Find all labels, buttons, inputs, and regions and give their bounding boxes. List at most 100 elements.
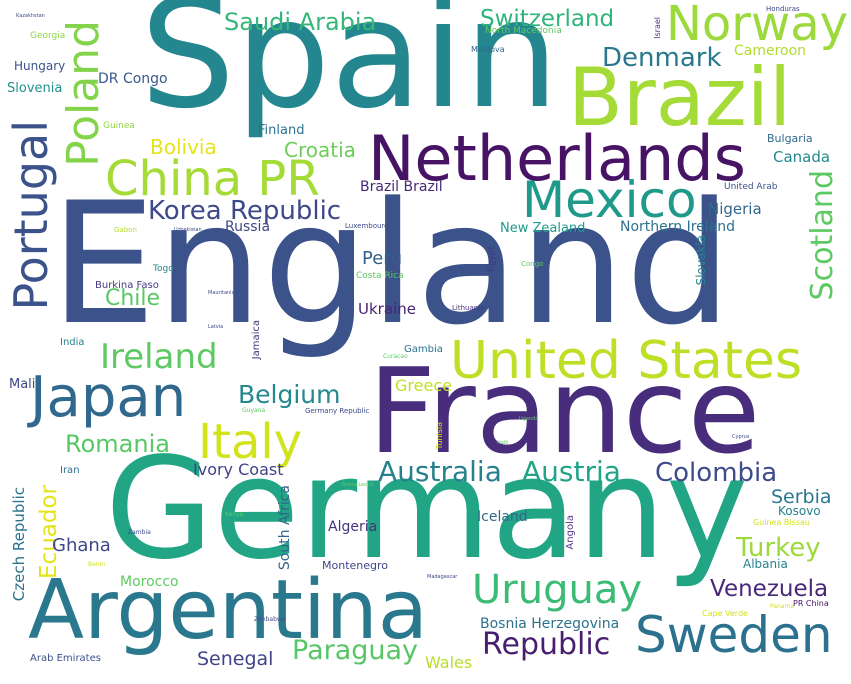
word-madagascar: Madagascar [427,574,458,580]
word-haiti: Haiti [497,440,509,446]
word-russia: Russia [225,219,271,235]
word-wales: Wales [425,653,473,672]
word-moldova: Moldova [471,45,505,54]
word-dr-congo: DR Congo [98,71,168,87]
word-kenya: Kenya [225,511,244,518]
word-belgium: Belgium [238,380,341,409]
word-chile: Chile [105,286,161,311]
word-north-macedonia: North Macedonia [485,26,562,36]
word-sweden: Sweden [635,606,833,664]
word-ivory-coast: Ivory Coast [193,460,284,479]
word-congo: Congo [521,260,544,268]
word-saudi-arabia: Saudi Arabia [224,8,377,36]
word-montenegro: Montenegro [322,559,389,572]
word-finland: Finland [258,123,305,138]
word-korea-republic: Korea Republic [148,196,342,226]
word-bulgaria: Bulgaria [767,132,813,145]
word-argentina: Argentina [28,563,428,658]
word-colombia: Colombia [655,458,778,488]
word-guyana: Guyana [242,407,266,414]
word-cape-verde: Cape Verde [702,609,748,618]
word-venezuela: Venezuela [710,576,829,602]
word-uganda: Uganda [519,416,539,422]
word-brazil-brazil: Brazil Brazil [360,179,443,195]
word-honduras: Honduras [766,5,800,13]
word-poland: Poland [58,20,109,167]
word-pr-china: PR China [793,599,829,608]
word-gabon: Gabon [114,226,137,234]
word-france: France [368,342,761,480]
word-egypt: Egypt [487,246,497,272]
word-england: England [50,166,733,362]
word-uzbekistan: Uzbekistan [174,227,202,233]
word-costa-rica: Costa Rica [356,271,404,281]
word-zimbabwe: Zimbabwe [254,616,286,623]
word-greece: Greece [395,376,452,395]
word-sierra-leone: Sierra Leone [342,482,374,488]
word-kazakhstan: Kazakhstan [16,13,45,19]
word-brazil: Brazil [568,51,792,144]
word-guinea: Guinea [103,121,135,131]
word-mali: Mali [9,377,36,392]
word-australia: Australia [378,455,502,488]
word-united-arab: United Arab [724,182,778,192]
word-arab-emirates: Arab Emirates [30,653,101,664]
word-georgia: Georgia [30,31,66,41]
word-israel: Israel [653,17,662,39]
word-burkina-faso: Burkina Faso [95,280,159,291]
word-ireland: Ireland [100,337,218,377]
word-switzerland: Switzerland [480,6,615,32]
word-new-zealand: New Zealand [500,221,586,236]
word-zambia: Zambia [128,529,151,536]
word-ukraine: Ukraine [358,300,416,318]
word-kosovo: Kosovo [778,504,821,518]
word-curacao: Curacao [383,353,408,360]
word-latvia: Latvia [208,324,224,330]
word-united-states: United States [450,331,803,391]
word-jamaica: Jamaica [251,320,262,360]
word-iran: Iran [60,465,80,476]
word-algeria: Algeria [328,519,378,535]
word-slovakia: Slovakia [694,235,708,286]
word-guinea-bissau: Guinea Bissau [753,518,810,527]
word-romania: Romania [65,430,170,458]
word-norway: Norway [666,0,849,52]
word-bolivia: Bolivia [150,135,217,159]
word-mexico: Mexico [522,171,697,229]
word-senegal: Senegal [197,648,274,670]
word-austria: Austria [522,455,621,488]
word-mauritania: Mauritania [208,290,235,296]
word-germany-republic: Germany Republic [305,407,370,415]
word-czech-republic: Czech Republic [10,487,28,602]
word-albania: Albania [743,557,788,571]
word-paraguay: Paraguay [292,635,419,666]
word-ghana: Ghana [52,535,111,556]
word-bosnia-herzegovina: Bosnia Herzegovina [480,616,620,632]
word-denmark: Denmark [602,43,722,73]
word-morocco: Morocco [120,574,179,590]
word-panama: Panama [770,603,795,610]
word-china-pr: China PR [105,151,320,207]
word-peru: Peru [362,248,403,269]
word-croatia: Croatia [284,138,356,162]
word-uruguay: Uruguay [472,567,642,613]
word-turkey: Turkey [736,533,821,563]
word-spain: Spain [140,0,560,142]
word-serbia: Serbia [771,486,832,508]
word-italy: Italy [198,414,303,470]
word-scotland: Scotland [805,170,840,301]
word-hungary: Hungary [14,59,66,73]
word-slovenia: Slovenia [7,81,63,96]
word-cameroon: Cameroon [734,43,807,59]
word-angola: Angola [565,515,576,550]
word-india: India [60,337,85,348]
word-benin: Benin [88,561,106,568]
word-cyprus: Cyprus [732,434,750,440]
word-luxembourg: Luxembourg [345,222,389,230]
word-netherlands: Netherlands [368,122,746,195]
word-canada: Canada [773,148,831,166]
word-tunisia: Tunisia [435,422,444,450]
word-lithuania: Lithuania [452,304,485,312]
word-portugal: Portugal [4,120,58,311]
